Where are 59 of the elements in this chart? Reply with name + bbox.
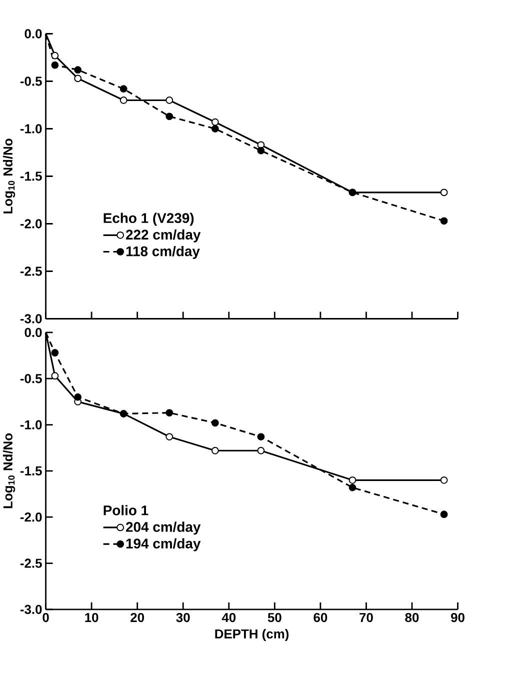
x-tick-label: 60 xyxy=(314,612,328,622)
y-tick-label: -2.5 xyxy=(20,558,42,568)
point xyxy=(440,188,448,196)
point xyxy=(257,433,265,440)
point xyxy=(440,217,448,225)
y-tick-label: -0.5 xyxy=(20,374,42,384)
y-tick-label: -3.0 xyxy=(20,314,42,324)
point xyxy=(166,409,174,416)
point xyxy=(51,61,59,69)
y-tick-label: -0.5 xyxy=(20,76,42,86)
point xyxy=(211,446,219,454)
point xyxy=(348,484,356,492)
point xyxy=(120,96,128,104)
x-tick-label: 80 xyxy=(405,612,419,622)
point xyxy=(51,372,59,380)
legend-label: 118 cm/day xyxy=(126,246,200,259)
point xyxy=(211,118,219,126)
point xyxy=(74,74,82,82)
y-tick-label: -3.0 xyxy=(20,604,42,614)
x-tick-label: 50 xyxy=(268,612,282,622)
x-axis-title: DEPTH (cm) xyxy=(215,628,289,642)
point xyxy=(440,476,448,484)
x-tick-label: 90 xyxy=(451,612,464,622)
point xyxy=(166,433,174,440)
y-tick-label: 0.0 xyxy=(24,328,42,338)
y-tick-label: -1.5 xyxy=(20,172,42,181)
y-tick-label: -2.5 xyxy=(20,266,42,276)
point xyxy=(257,146,265,154)
point xyxy=(211,419,219,427)
y-tick-label: -1.5 xyxy=(20,466,42,476)
legend-title: Echo 1 (V239) xyxy=(104,212,194,226)
x-tick-label: 0 xyxy=(42,612,49,622)
point xyxy=(51,349,59,356)
point xyxy=(74,393,82,401)
legend-label: 204 cm/day xyxy=(126,522,201,535)
point xyxy=(348,476,356,484)
x-tick-label: 30 xyxy=(176,612,190,622)
point xyxy=(166,96,174,104)
y-tick-label: -2.0 xyxy=(20,512,42,522)
y-tick-label: -2.0 xyxy=(20,219,42,228)
point xyxy=(120,85,128,93)
x-tick-label: 10 xyxy=(85,612,98,622)
y-axis-title: Log$_{10}$ Nd/No xyxy=(2,138,16,214)
legend-label: 222 cm/day xyxy=(126,229,201,242)
point xyxy=(51,52,59,60)
x-tick-label: 20 xyxy=(130,612,144,622)
legend-label: 194 cm/day xyxy=(126,538,201,552)
point xyxy=(211,125,219,132)
point xyxy=(74,66,82,74)
point xyxy=(257,446,265,454)
x-tick-label: 70 xyxy=(360,612,373,622)
x-tick-label: 40 xyxy=(222,612,236,622)
y-axis-title: Log$_{10}$ Nd/No xyxy=(2,433,16,508)
point xyxy=(166,112,174,120)
y-tick-label: 0.0 xyxy=(24,29,42,38)
point xyxy=(440,510,448,518)
y-tick-label: -1.0 xyxy=(20,420,42,430)
legend-title: Polio 1 xyxy=(104,505,148,516)
y-tick-label: -1.0 xyxy=(20,124,42,134)
